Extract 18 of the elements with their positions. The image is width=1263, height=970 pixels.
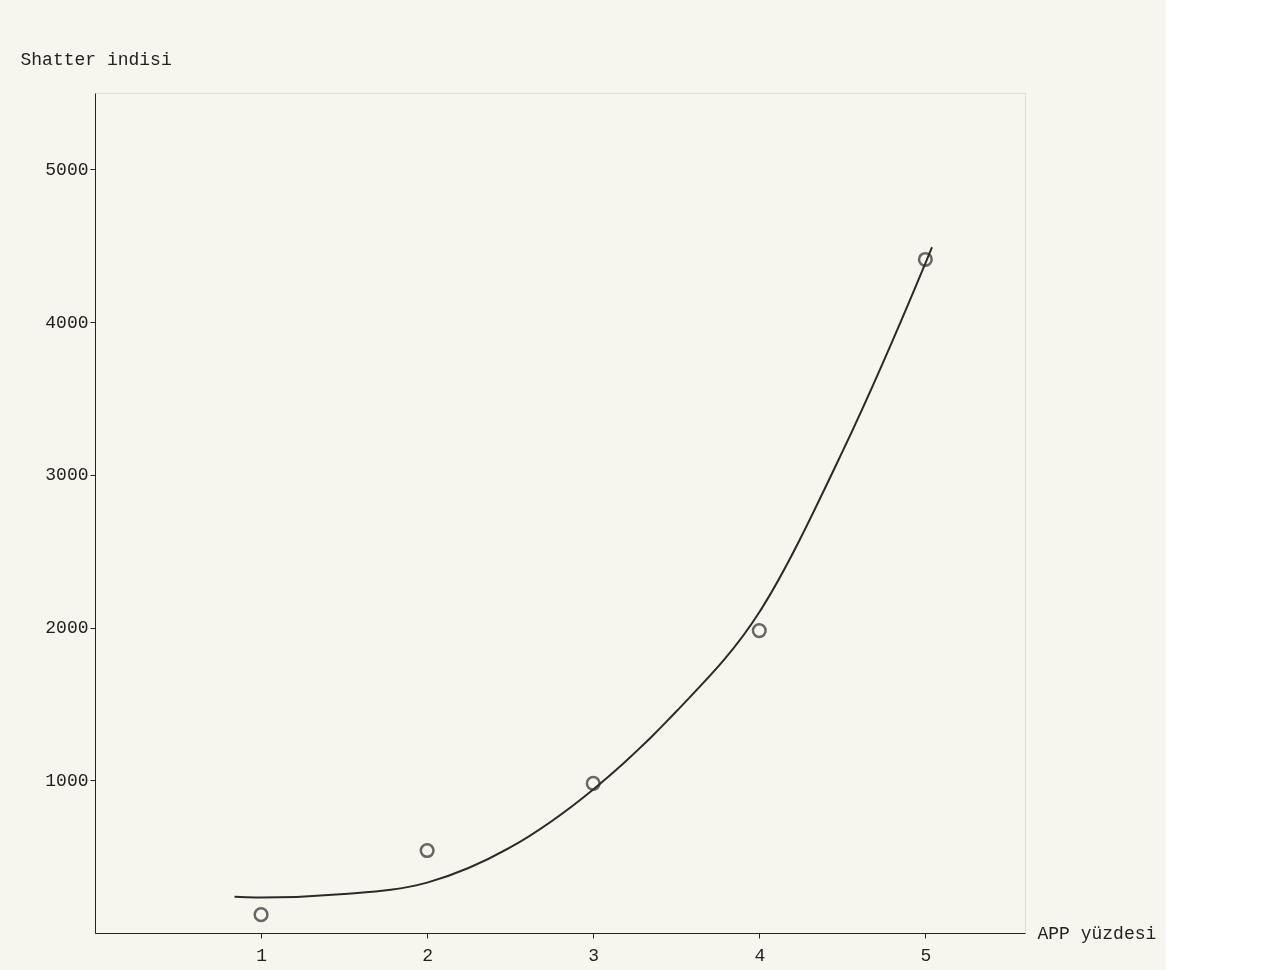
point: [917, 251, 933, 268]
x-axis-title: APP yüzdesi: [1037, 923, 1157, 944]
y-tick-label: 4000: [45, 312, 89, 333]
x-tick-label: 3: [588, 945, 600, 966]
point: [419, 842, 435, 859]
x-tick-label: 4: [754, 945, 766, 966]
y-tick-label: 1000: [45, 770, 89, 791]
y-tick-label: 3000: [45, 465, 89, 486]
x-tick-label: 2: [422, 945, 434, 966]
point: [585, 775, 601, 791]
x-tick-label: 1: [256, 945, 267, 966]
y-tick-label: 2000: [45, 618, 89, 639]
point: [253, 907, 269, 923]
point: [751, 623, 767, 639]
x-tick-label: 5: [920, 945, 932, 966]
y-tick-label: 5000: [45, 159, 89, 180]
y-axis-title: Shatter indisi: [20, 49, 172, 70]
line-series: [233, 246, 933, 899]
